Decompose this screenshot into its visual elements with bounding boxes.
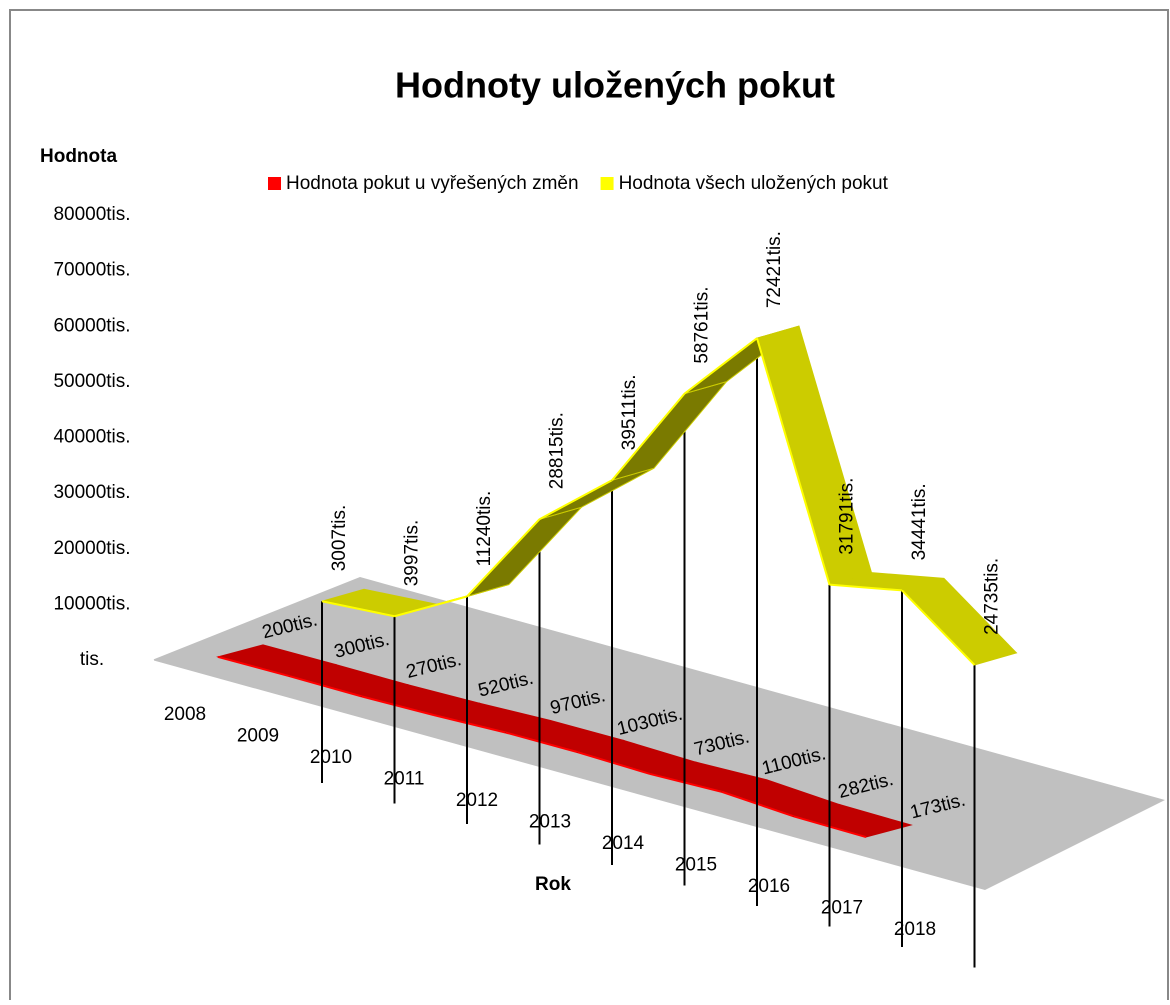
- x-tick-label: 2010: [310, 747, 352, 768]
- ribbon-edge: [361, 695, 435, 717]
- ribbon-edge: [289, 675, 363, 698]
- x-tick-label: 2015: [675, 855, 717, 876]
- ribbon-edge: [217, 655, 291, 678]
- data-label: 34441tis.: [909, 483, 930, 560]
- data-label: 39511tis.: [619, 375, 640, 451]
- y-tick-label: 50000tis.: [53, 371, 130, 392]
- data-label: 3997tis.: [402, 520, 423, 587]
- data-label: 28815tis.: [547, 412, 568, 489]
- x-tick-label: 2013: [529, 812, 571, 833]
- x-tick-label: 2017: [821, 898, 863, 919]
- x-tick-label: 2016: [748, 876, 790, 897]
- ribbon-edge: [756, 337, 831, 585]
- ribbon-edge: [683, 337, 758, 395]
- legend-label: Hodnota všech uložených pokut: [619, 173, 889, 194]
- y-tick-label: 40000tis.: [53, 427, 130, 448]
- y-axis-title: Hodnota: [40, 146, 117, 167]
- x-tick-label: 2012: [456, 790, 498, 811]
- y-tick-label: 60000tis.: [53, 315, 130, 336]
- ribbon-edge: [649, 772, 723, 793]
- ribbon-edge: [829, 583, 903, 592]
- ribbon-edge: [611, 392, 686, 481]
- y-tick-label: 80000tis.: [53, 204, 130, 225]
- y-tick-label: 10000tis.: [53, 593, 130, 614]
- x-tick-label: 2011: [384, 769, 425, 790]
- x-tick-label: 2009: [237, 726, 279, 747]
- y-tick-label: 30000tis.: [53, 482, 130, 503]
- ribbon-edge: [394, 595, 468, 618]
- ribbon-edge: [577, 751, 651, 775]
- data-label: 24735tis.: [982, 558, 1003, 635]
- floor: [152, 577, 1165, 890]
- y-tick-label: tis.: [80, 649, 104, 670]
- data-label: 58761tis.: [692, 287, 713, 364]
- x-axis-title: Rok: [535, 874, 571, 895]
- ribbon-edge: [466, 518, 541, 598]
- ribbon-edge: [901, 589, 976, 666]
- ribbon-edge: [433, 714, 507, 734]
- data-label: 3007tis.: [329, 505, 350, 572]
- ribbon-edge: [539, 479, 613, 521]
- x-tick-label: 2014: [602, 833, 645, 854]
- x-tick-label: 2008: [164, 704, 206, 725]
- ribbon-edge: [321, 600, 395, 618]
- y-tick-label: 20000tis.: [53, 538, 130, 559]
- data-label: 31791tis.: [837, 478, 858, 555]
- y-tick-label: 70000tis.: [53, 260, 130, 281]
- ribbon-edge: [505, 731, 579, 754]
- legend-swatch: [268, 177, 281, 190]
- legend-label: Hodnota pokut u vyřešených změn: [286, 173, 579, 194]
- x-tick-label: 2018: [894, 919, 936, 940]
- data-label: 11240tis.: [474, 491, 495, 567]
- chart-title: Hodnoty uložených pokut: [395, 65, 835, 106]
- data-label: 72421tis.: [764, 231, 785, 308]
- legend-swatch: [600, 177, 614, 190]
